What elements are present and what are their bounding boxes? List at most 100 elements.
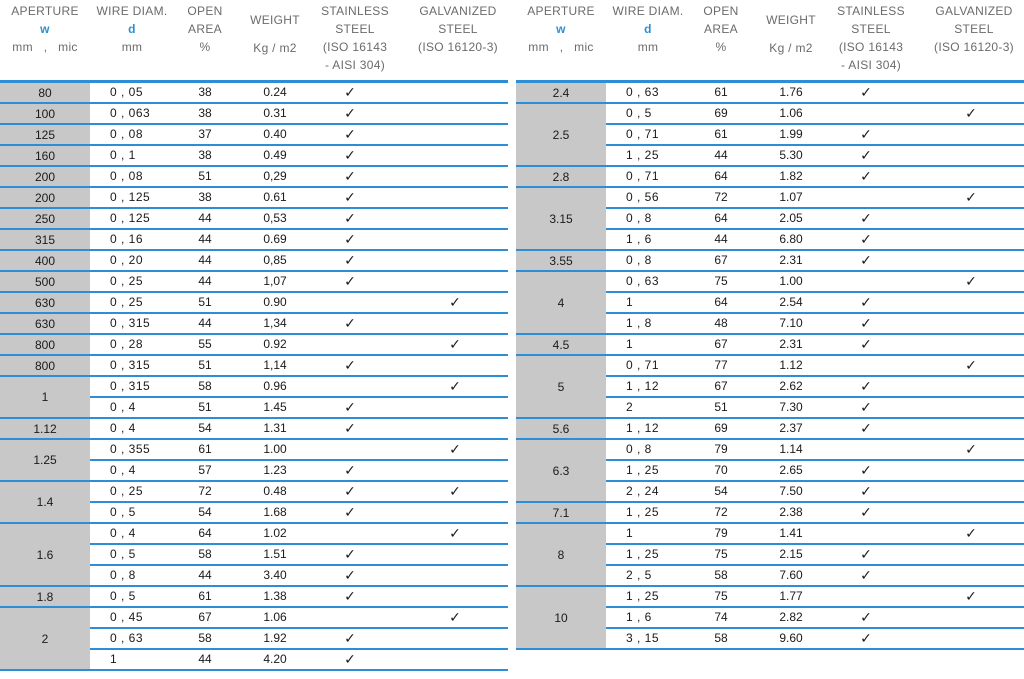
aperture-units: mm , mic <box>516 38 606 56</box>
weight: 2.15 <box>779 547 803 561</box>
weight: 2.62 <box>779 379 803 393</box>
stainless-check-icon <box>831 587 901 606</box>
galvanized-check-icon: ✓ <box>965 357 977 373</box>
galvanized-check-icon: ✓ <box>449 483 461 499</box>
galvanized-check-icon <box>420 230 490 249</box>
weight: 2.82 <box>779 610 803 624</box>
wire-diameter: 1 , 25 <box>626 463 660 477</box>
aperture-cell: 8 <box>516 524 606 585</box>
row-divider <box>606 228 1024 230</box>
row-divider <box>0 480 508 482</box>
galvanized-check-icon <box>420 125 490 144</box>
table-row: 0 , 5 54 1.68 ✓ <box>0 503 508 524</box>
open-area: 74 <box>714 610 728 624</box>
open-label-1: OPEN <box>703 4 739 18</box>
wire-diameter: 0 , 4 <box>110 526 136 540</box>
weight: 2.65 <box>779 463 803 477</box>
wire-diameter: 0 , 08 <box>110 127 144 141</box>
open-area: 61 <box>198 442 212 456</box>
wire-diameter: 0 , 5 <box>110 505 136 519</box>
aperture-symbol: w <box>556 22 566 36</box>
weight: 1.99 <box>779 127 803 141</box>
table-row: 0 , 355 61 1.00 ✓ <box>0 440 508 461</box>
galvanized-check-icon <box>420 167 490 186</box>
weight: 2.38 <box>779 505 803 519</box>
wire-diameter: 1 , 6 <box>626 232 652 246</box>
stainless-check-icon <box>315 440 385 459</box>
wire-diameter: 0 , 8 <box>110 568 136 582</box>
table-row: 1 , 25 70 2.65 ✓ <box>516 461 1024 482</box>
stainless-check-icon: ✓ <box>860 84 872 100</box>
table-row: 0 , 71 77 1.12 ✓ <box>516 356 1024 377</box>
open-area: 61 <box>714 85 728 99</box>
row-divider <box>90 564 508 566</box>
wire-diameter: 0 , 25 <box>110 274 144 288</box>
galvanized-check-icon <box>936 608 1006 627</box>
galvanized-check-icon: ✓ <box>449 609 461 625</box>
weight: 1.06 <box>779 106 803 120</box>
galvanized-check-icon: ✓ <box>449 525 461 541</box>
open-area: 75 <box>714 547 728 561</box>
open-area: 44 <box>198 232 212 246</box>
stainless-check-icon: ✓ <box>860 462 872 478</box>
galvanized-check-icon <box>420 587 490 606</box>
row-divider <box>516 333 1024 335</box>
table-row: 0 , 8 64 2.05 ✓ <box>516 209 1024 230</box>
galvanized-check-icon <box>936 209 1006 228</box>
weight: 1.76 <box>779 85 803 99</box>
table-row: 0 , 28 55 0.92 ✓ <box>0 335 508 356</box>
wire-diameter: 1 <box>626 526 634 540</box>
wire-diameter: 0 , 4 <box>110 463 136 477</box>
open-area: 75 <box>714 274 728 288</box>
weight: 9.60 <box>779 631 803 645</box>
galvanized-check-icon: ✓ <box>449 378 461 394</box>
galvanized-check-icon: ✓ <box>965 441 977 457</box>
aperture-cell: 200 <box>0 188 90 207</box>
galvanized-check-icon <box>420 356 490 375</box>
aperture-cell: 10 <box>516 587 606 648</box>
galvanized-check-icon <box>936 83 1006 102</box>
open-area: 38 <box>198 106 212 120</box>
row-divider <box>606 375 1024 377</box>
open-area: 75 <box>714 589 728 603</box>
wire-label: WIRE DIAM. <box>96 4 168 18</box>
open-area: 72 <box>198 484 212 498</box>
weight: 1.00 <box>263 442 287 456</box>
aperture-units: mm , mic <box>0 38 90 56</box>
weight: 1.38 <box>263 589 287 603</box>
wire-diameter: 0 , 71 <box>626 358 660 372</box>
galvanized-check-icon <box>936 461 1006 480</box>
table-row: 0 , 25 44 1,07 ✓ <box>0 272 508 293</box>
row-divider <box>606 396 1024 398</box>
aperture-label: APERTURE <box>11 4 79 18</box>
header-rule <box>0 80 508 83</box>
aperture-cell: 500 <box>0 272 90 291</box>
weight: 0.48 <box>263 484 287 498</box>
row-divider <box>0 249 508 251</box>
weight: 3.40 <box>263 568 287 582</box>
stainless-check-icon: ✓ <box>860 315 872 331</box>
galvanized-check-icon <box>420 188 490 207</box>
row-divider <box>0 102 508 104</box>
row-divider <box>606 480 1024 482</box>
table-row: 0 , 8 79 1.14 ✓ <box>516 440 1024 461</box>
wire-header: WIRE DIAM. d mm <box>92 2 172 56</box>
weight: 1,07 <box>263 274 287 288</box>
open-area: 69 <box>714 421 728 435</box>
galvanized-check-icon <box>420 83 490 102</box>
aperture-cell: 1.8 <box>0 587 90 606</box>
row-divider <box>516 270 1024 272</box>
stainless-check-icon: ✓ <box>344 273 356 289</box>
aperture-cell: 4.5 <box>516 335 606 354</box>
wire-diameter: 1 , 25 <box>626 589 660 603</box>
weight: 1.07 <box>779 190 803 204</box>
stainless-label-1: STAINLESS <box>837 4 905 18</box>
galvanized-check-icon <box>936 398 1006 417</box>
row-divider <box>0 291 508 293</box>
open-area: 72 <box>714 505 728 519</box>
wire-diameter: 0 , 5 <box>626 106 652 120</box>
table-row: 0 , 063 38 0.31 ✓ <box>0 104 508 125</box>
stainless-check-icon <box>315 524 385 543</box>
open-area: 70 <box>714 463 728 477</box>
wire-diameter: 0 , 4 <box>110 421 136 435</box>
